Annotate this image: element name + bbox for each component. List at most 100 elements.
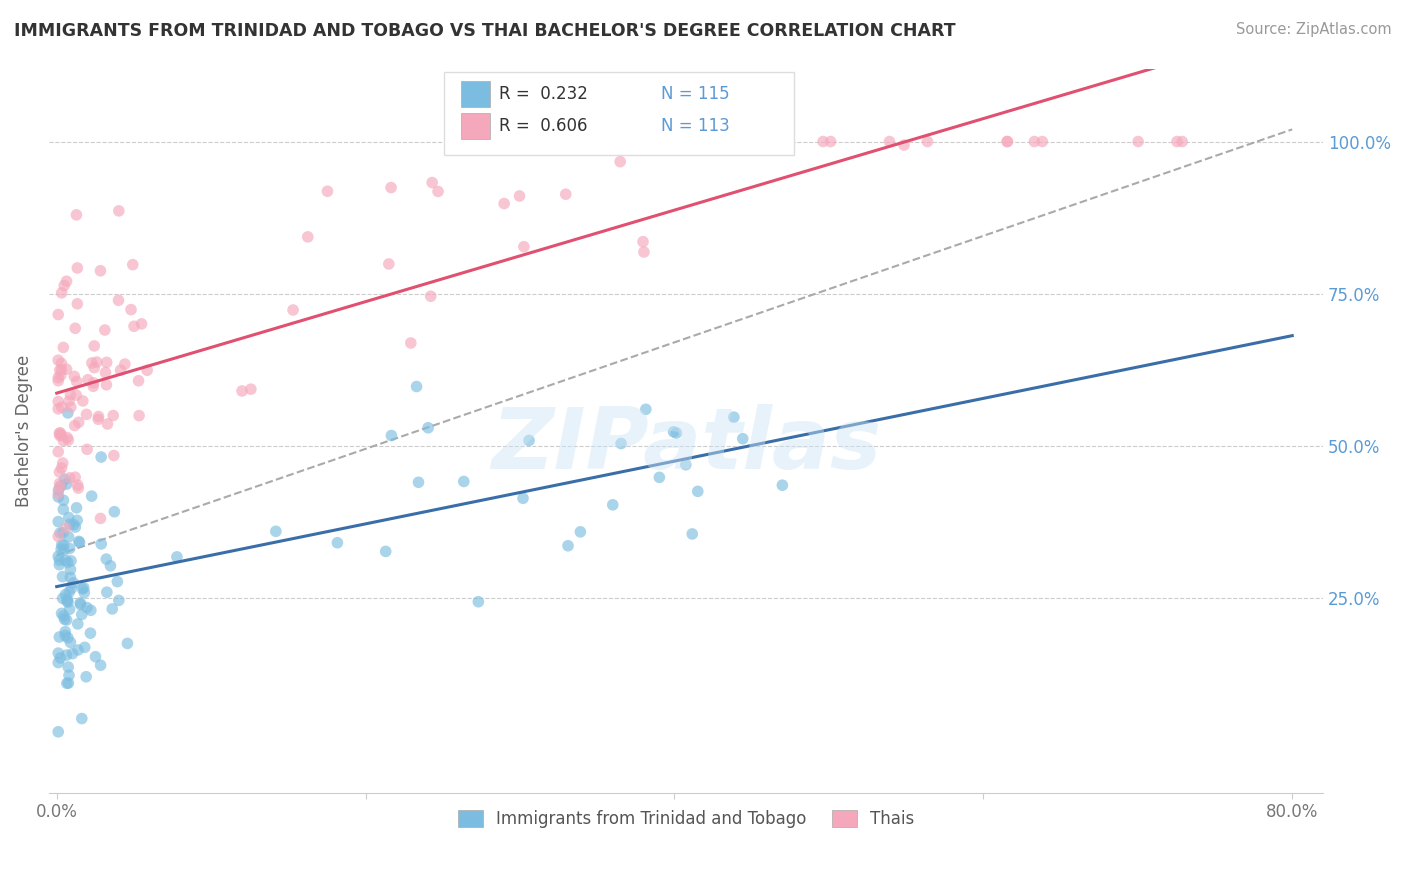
Point [517, 434, 540, 448]
Point [609, 154, 631, 169]
Point [75, 670, 97, 684]
Text: Source: ZipAtlas.com: Source: ZipAtlas.com [1236, 22, 1392, 37]
Point [48, 553, 70, 567]
Point [59, 471, 82, 485]
Point [631, 235, 654, 249]
Point [60, 554, 83, 568]
Text: N = 115: N = 115 [661, 85, 730, 103]
Point [67, 481, 90, 495]
Point [56, 631, 79, 645]
Point [1126, 135, 1149, 149]
Point [686, 484, 709, 499]
Point [297, 230, 319, 244]
Point [408, 475, 430, 490]
Point [107, 293, 129, 308]
FancyBboxPatch shape [461, 112, 489, 139]
Point [648, 470, 671, 484]
Point [231, 384, 253, 398]
Point [128, 374, 150, 388]
Point [995, 135, 1018, 149]
Point [52, 502, 75, 516]
Point [63, 418, 86, 433]
Point [52, 340, 75, 354]
Point [59, 562, 82, 576]
Point [96, 355, 118, 369]
Point [56, 592, 79, 607]
Point [467, 595, 489, 609]
Point [65, 520, 87, 534]
Point [56, 431, 79, 445]
Y-axis label: Bachelor's Degree: Bachelor's Degree [15, 354, 32, 507]
Point [103, 505, 125, 519]
Point [610, 436, 633, 450]
Point [69, 598, 91, 612]
Point [1171, 135, 1194, 149]
Point [281, 303, 304, 318]
Point [316, 184, 339, 198]
Point [110, 363, 132, 377]
Point [72, 394, 94, 409]
Point [100, 558, 122, 573]
Point [48, 476, 70, 491]
Point [83, 360, 105, 375]
Point [1031, 135, 1053, 149]
Point [53, 278, 76, 293]
Point [62, 575, 84, 590]
Point [52, 456, 75, 470]
Point [72, 582, 94, 596]
Point [59, 388, 82, 402]
Point [46, 308, 69, 322]
Point [52, 543, 75, 558]
Point [427, 185, 450, 199]
Point [239, 382, 262, 396]
Point [49, 425, 72, 440]
Text: IMMIGRANTS FROM TRINIDAD AND TOBAGO VS THAI BACHELOR'S DEGREE CORRELATION CHART: IMMIGRANTS FROM TRINIDAD AND TOBAGO VS T… [14, 22, 956, 40]
Point [51, 285, 73, 300]
Point [58, 602, 80, 616]
Point [380, 428, 402, 442]
Point [46, 394, 69, 409]
Point [60, 582, 83, 596]
Point [58, 660, 80, 674]
Point [49, 480, 72, 494]
Point [675, 458, 697, 472]
Point [94, 366, 117, 380]
Point [48, 363, 70, 377]
Point [820, 135, 842, 149]
Point [378, 257, 401, 271]
Point [1024, 135, 1046, 149]
Point [405, 379, 427, 393]
Point [76, 408, 98, 422]
Point [52, 609, 75, 624]
Point [51, 538, 73, 552]
Point [65, 208, 87, 222]
Point [70, 607, 93, 622]
Point [52, 434, 75, 448]
Point [58, 433, 80, 447]
Point [58, 510, 80, 524]
Point [56, 406, 79, 420]
Point [96, 552, 118, 566]
Point [633, 244, 655, 259]
Point [374, 544, 396, 558]
Point [108, 203, 131, 218]
Point [90, 658, 112, 673]
Point [122, 319, 145, 334]
Point [55, 648, 77, 662]
Point [56, 595, 79, 609]
Point [62, 647, 84, 661]
Point [83, 339, 105, 353]
Point [399, 336, 422, 351]
Point [166, 549, 188, 564]
Point [63, 470, 86, 484]
Point [103, 409, 125, 423]
Point [46, 486, 69, 500]
Point [49, 651, 72, 665]
Point [55, 274, 77, 288]
Point [58, 668, 80, 682]
Point [90, 537, 112, 551]
Point [46, 353, 69, 368]
Point [811, 135, 834, 149]
Point [80, 603, 103, 617]
Point [87, 409, 110, 424]
